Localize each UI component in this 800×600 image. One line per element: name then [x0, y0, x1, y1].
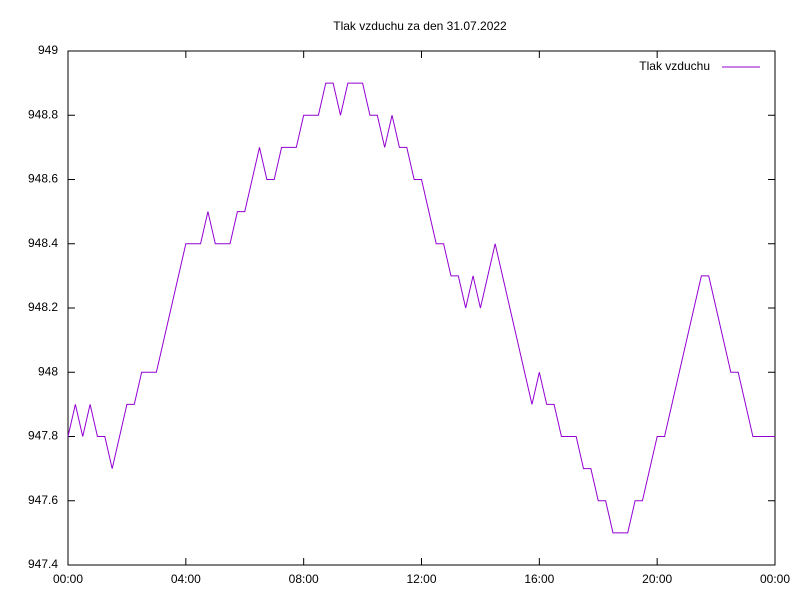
y-tick-label: 947.4: [28, 557, 58, 571]
x-tick-label: 08:00: [289, 572, 319, 586]
y-tick-label: 948: [38, 364, 58, 378]
x-tick-label: 00:00: [760, 572, 790, 586]
y-tick-label: 947.6: [28, 493, 58, 507]
x-tick-label: 04:00: [171, 572, 201, 586]
x-tick-label: 16:00: [524, 572, 554, 586]
y-tick-label: 948.2: [28, 300, 58, 314]
y-tick-label: 947.8: [28, 429, 58, 443]
x-tick-label: 00:00: [53, 572, 83, 586]
plot-border: [67, 50, 776, 566]
chart-title: Tlak vzduchu za den 31.07.2022: [333, 19, 507, 33]
y-tick-label: 948.6: [28, 172, 58, 186]
x-tick-label: 20:00: [642, 572, 672, 586]
x-tick-label: 12:00: [406, 572, 436, 586]
data-line: [67, 82, 775, 534]
y-tick-label: 948.8: [28, 107, 58, 121]
legend-label: Tlak vzduchu: [639, 59, 710, 73]
y-tick-label: 949: [38, 43, 58, 57]
y-tick-label: 948.4: [28, 236, 58, 250]
